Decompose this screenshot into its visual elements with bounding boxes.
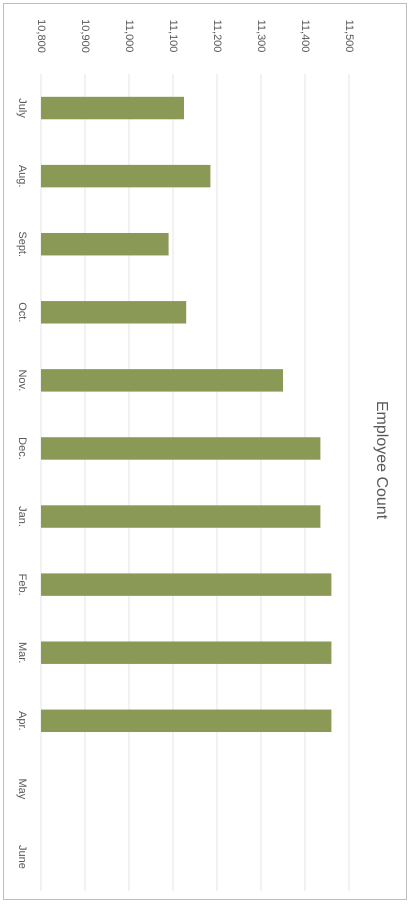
bar [41, 369, 283, 392]
category-tick-label: Apr. [16, 711, 28, 731]
bar [41, 96, 184, 120]
value-axis-ticks: 10,800 10,900 11,000 11,100 11,200 11,300 11,4… [35, 19, 355, 53]
category-tick-label: Aug. [16, 165, 28, 188]
category-tick-label: Dec. [16, 437, 28, 460]
value-tick-label: 10,800 [35, 19, 47, 53]
category-tick-label: June [16, 845, 28, 869]
category-tick-label: July [16, 98, 28, 118]
value-tick-label: 10,900 [79, 19, 91, 53]
category-axis-ticks: July Aug. Sept. Oct. Nov. Dec. Jan. Feb. Mar. Apr… [16, 98, 28, 869]
bars [41, 96, 332, 733]
value-tick-label: 11,200 [211, 20, 223, 53]
chart-title: Employee Count [373, 401, 390, 520]
bar [41, 505, 321, 528]
bar [41, 164, 211, 188]
bar [41, 709, 332, 733]
gridlines [40, 74, 350, 891]
category-tick-label: Oct. [16, 302, 28, 322]
bar [41, 641, 332, 664]
value-tick-label: 11,300 [255, 20, 267, 53]
value-tick-label: 11,100 [167, 20, 179, 53]
bar [41, 301, 187, 324]
category-tick-label: Jan. [16, 506, 28, 527]
value-tick-label: 11,500 [343, 20, 355, 53]
category-tick-label: May [16, 778, 28, 799]
category-tick-label: Feb. [16, 574, 28, 596]
bar [41, 437, 321, 460]
category-tick-label: Sept. [16, 231, 28, 257]
value-tick-label: 11,000 [123, 20, 135, 53]
category-tick-label: Mar. [16, 642, 28, 663]
value-tick-label: 11,400 [299, 20, 311, 53]
bar [41, 573, 332, 596]
bar [41, 232, 169, 256]
category-tick-label: Nov. [16, 369, 28, 391]
